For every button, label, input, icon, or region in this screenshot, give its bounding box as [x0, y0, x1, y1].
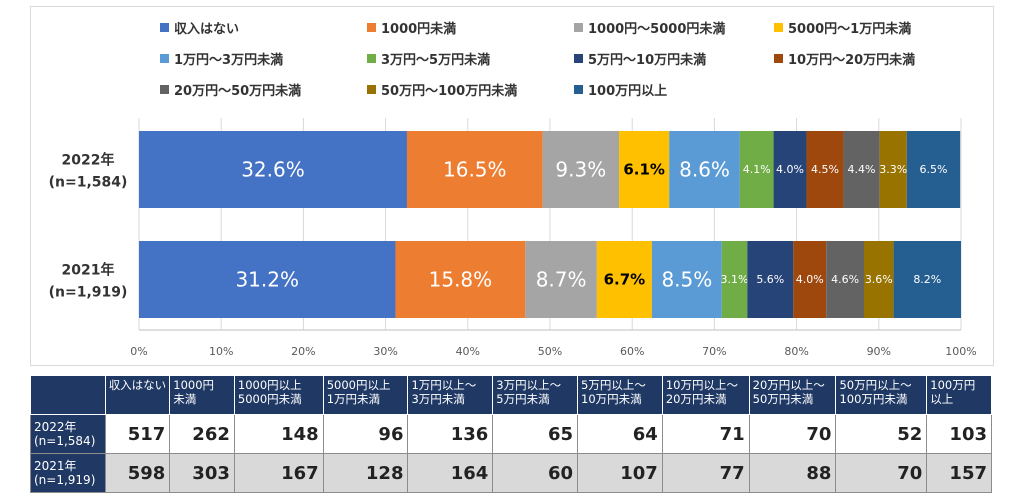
data-label: 32.6% — [241, 158, 305, 182]
table-column-header: 収入はない — [105, 376, 170, 415]
data-label: 4.6% — [831, 273, 859, 286]
table-corner-cell — [31, 376, 106, 415]
table-cell: 52 — [836, 415, 927, 454]
data-label: 4.1% — [743, 163, 771, 176]
x-tick-label: 30% — [373, 345, 397, 358]
data-table-wrap: 収入はない 1000円 未満 1000円以上 5000円未満 5000円以上 1万円未満 1万… — [30, 375, 992, 485]
table-column-header: 100万円 以上 — [927, 376, 992, 415]
x-tick-label: 50% — [538, 345, 562, 358]
x-tick-label: 20% — [291, 345, 315, 358]
data-label: 9.3% — [555, 158, 606, 182]
data-label: 8.2% — [913, 273, 941, 286]
data-label: 6.1% — [623, 161, 665, 179]
table-column-header: 3万円以上～ 5万円未満 — [493, 376, 578, 415]
table-cell: 136 — [408, 415, 493, 454]
data-label: 6.5% — [919, 163, 947, 176]
data-label: 31.2% — [235, 268, 299, 292]
table-cell: 77 — [662, 454, 749, 493]
data-label: 8.6% — [679, 158, 730, 182]
data-label: 8.7% — [536, 268, 587, 292]
table-cell: 303 — [170, 454, 235, 493]
data-table: 収入はない 1000円 未満 1000円以上 5000円未満 5000円以上 1万円未満 1万… — [30, 375, 992, 493]
table-cell: 598 — [105, 454, 170, 493]
data-label: 4.0% — [776, 163, 804, 176]
data-label: 4.5% — [811, 163, 839, 176]
table-row-header: 2022年 (n=1,584) — [31, 415, 106, 454]
table-cell: 103 — [927, 415, 992, 454]
table-column-header: 1000円以上 5000円未満 — [234, 376, 323, 415]
table-header-row: 収入はない 1000円 未満 1000円以上 5000円未満 5000円以上 1万円未満 1万… — [31, 376, 992, 415]
table-cell: 262 — [170, 415, 235, 454]
table-cell: 167 — [234, 454, 323, 493]
table-cell: 70 — [836, 454, 927, 493]
data-label: 3.1% — [721, 273, 749, 286]
table-column-header: 50万円以上～ 100万円未満 — [836, 376, 927, 415]
x-tick-label: 40% — [456, 345, 480, 358]
table-row: 2021年 (n=1,919) 598 303 167 128 164 60 107 77 88 70… — [31, 454, 992, 493]
data-label: 16.5% — [443, 158, 507, 182]
x-tick-label: 10% — [209, 345, 233, 358]
category-label: 2022年 — [62, 152, 115, 169]
table-cell: 517 — [105, 415, 170, 454]
table-column-header: 5万円以上～ 10万円未満 — [578, 376, 663, 415]
data-label: 15.8% — [429, 268, 493, 292]
category-label: 2021年 — [62, 262, 115, 279]
table-cell: 107 — [578, 454, 663, 493]
table-column-header: 1000円 未満 — [170, 376, 235, 415]
data-label: 5.6% — [756, 273, 784, 286]
category-label: (n=1,584) — [49, 175, 128, 191]
table-cell: 148 — [234, 415, 323, 454]
table-cell: 96 — [323, 415, 408, 454]
table-column-header: 20万円以上～ 50万円未満 — [749, 376, 836, 415]
data-label: 6.7% — [604, 271, 646, 289]
x-tick-label: 80% — [784, 345, 808, 358]
table-cell: 65 — [493, 415, 578, 454]
data-label: 4.0% — [796, 273, 824, 286]
table-cell: 128 — [323, 454, 408, 493]
table-cell: 71 — [662, 415, 749, 454]
data-label: 3.3% — [879, 163, 907, 176]
table-cell: 164 — [408, 454, 493, 493]
table-column-header: 5000円以上 1万円未満 — [323, 376, 408, 415]
x-tick-label: 0% — [130, 345, 147, 358]
x-tick-label: 100% — [945, 345, 976, 358]
table-row-header: 2021年 (n=1,919) — [31, 454, 106, 493]
x-tick-label: 70% — [702, 345, 726, 358]
x-tick-label: 90% — [867, 345, 891, 358]
category-label: (n=1,919) — [49, 285, 128, 301]
stacked-bar-chart: 0% 10% 20% 30% 40% 50% 60% 70% 80% 90% 100% 32.6% 16… — [0, 0, 1024, 370]
data-label: 8.5% — [661, 268, 712, 292]
table-cell: 70 — [749, 415, 836, 454]
data-label: 3.6% — [865, 273, 893, 286]
table-column-header: 10万円以上～ 20万円未満 — [662, 376, 749, 415]
table-column-header: 1万円以上～ 3万円未満 — [408, 376, 493, 415]
table-row: 2022年 (n=1,584) 517 262 148 96 136 65 64 71 70 52 10… — [31, 415, 992, 454]
data-label: 4.4% — [848, 163, 876, 176]
x-tick-label: 60% — [620, 345, 644, 358]
table-cell: 60 — [493, 454, 578, 493]
table-cell: 88 — [749, 454, 836, 493]
table-cell: 64 — [578, 415, 663, 454]
table-cell: 157 — [927, 454, 992, 493]
